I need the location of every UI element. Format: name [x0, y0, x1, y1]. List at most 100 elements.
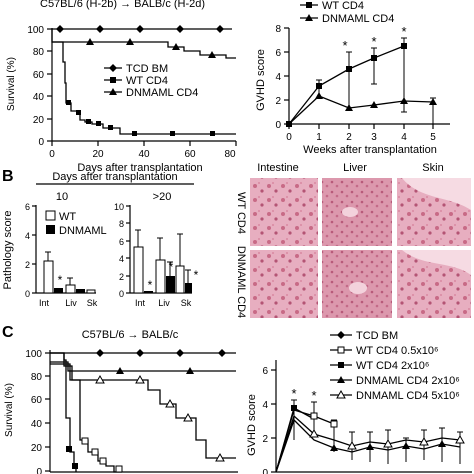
y-axis-label: Pathology score: [2, 211, 14, 290]
bar-wt-sk-d20: [175, 265, 185, 294]
marker-dnmaml-5e6: [95, 374, 105, 384]
marker-tcd-bm: [96, 349, 104, 357]
legend-marker-dnmaml-5e6: [336, 389, 346, 399]
category-label: Liv: [158, 298, 170, 308]
marker-wt-cd4: [108, 125, 113, 130]
marker-tcd-bm: [96, 25, 104, 33]
marker-dnmaml-cd4: [126, 38, 134, 45]
y-axis-label: Survival (%): [4, 383, 15, 437]
liver-vessel: [349, 282, 367, 294]
legend-marker-wt-cd4: [306, 2, 312, 8]
survival-chart-c: 0 20 40 60 80 100 Survival (%): [4, 349, 238, 474]
y-tick-label: 40: [33, 92, 45, 103]
y-tick-label: 80: [33, 47, 45, 58]
liver-vessel: [342, 207, 358, 217]
marker-dnmaml-cd4: [400, 97, 408, 104]
legend-survival-a: TCD BM WT CD4 DNMAML CD4: [104, 63, 198, 99]
marker-dnmaml-cd4: [208, 51, 216, 58]
marker-wt-cd4: [132, 131, 137, 136]
x-axis-label: Days after transplantation: [77, 162, 202, 174]
series-wt-cd4-markers: [66, 100, 215, 136]
marker-wt-cd4: [86, 119, 91, 124]
y-tick-label: 8: [119, 219, 124, 229]
hist-col-liver: Liver: [343, 162, 367, 174]
marker-wt-cd4: [401, 43, 407, 49]
group-label: 10: [56, 191, 68, 203]
x-tick-label: 60: [184, 149, 196, 160]
marker-dnmaml-2e6: [116, 367, 124, 374]
marker-wt-05e6: [91, 448, 99, 456]
y-tick-label: 4: [25, 231, 30, 241]
significance-star: *: [291, 386, 296, 401]
legend-c: TCD BM WT CD4 0.5x10⁶ WT CD4 2x10⁶ DNMAM…: [330, 330, 460, 402]
marker-wt-cd4: [96, 121, 101, 126]
marker-wt-cd4: [371, 55, 377, 61]
bar-dnmaml-sk-d20: [185, 283, 192, 293]
y-tick-label: 2: [275, 96, 281, 107]
error-bar: [167, 261, 173, 276]
error-bar: [67, 277, 73, 285]
legend-label: DNMAML CD4: [126, 87, 198, 99]
pathology-chart: Days after transplantation 10 >20 Pathol…: [2, 171, 199, 308]
marker-dnmaml-5e6: [183, 412, 193, 422]
y-tick-label: 6: [262, 366, 268, 377]
legend-label: TCD BM: [126, 63, 168, 75]
hist-col-intestine: Intestine: [257, 162, 299, 174]
panel-b-label: B: [2, 168, 14, 185]
marker-wt-05e6: [81, 437, 89, 445]
marker-wt-cd4: [66, 100, 71, 105]
marker-dnmaml-5e6: [135, 374, 145, 384]
y-tick-label: 2: [25, 260, 30, 270]
bar-wt-int-d20: [133, 246, 144, 294]
marker-dnmaml-cd4: [172, 43, 180, 50]
error-bar: [371, 47, 377, 85]
marker-dnmaml-2e6: [330, 444, 338, 451]
marker-wt-cd4: [286, 121, 292, 127]
legend-label: WT CD4 2x10⁶: [356, 360, 429, 372]
y-tick-label: 8: [275, 24, 281, 35]
hist-row-wt: WT CD4: [235, 192, 247, 234]
legend-label: DNMAML: [59, 225, 107, 237]
significance-star: *: [148, 278, 153, 292]
marker-wt-05e6: [310, 412, 318, 420]
legend-label: TCD BM: [356, 330, 398, 342]
bar-wt-sk-d10: [86, 289, 96, 294]
legend-label: WT CD4: [126, 75, 168, 87]
marker-wt-05e6: [115, 465, 123, 473]
y-tick-label: 0: [262, 468, 268, 474]
category-label: Int: [39, 298, 50, 308]
marker-dnmaml-5e6: [455, 434, 465, 444]
bar-wt-liv-d20: [155, 259, 166, 294]
marker-wt-05e6: [99, 457, 107, 465]
marker-wt-cd4: [170, 131, 175, 136]
marker-dnmaml-5e6: [347, 440, 357, 450]
marker-dnmaml-cd4: [315, 92, 323, 99]
series-dnmaml-5e6-line: [275, 414, 461, 473]
marker-wt-cd4: [316, 83, 322, 89]
y-tick-label: 60: [31, 395, 43, 406]
y-ticks: 0 20 40 60 80 100: [27, 25, 52, 148]
y-axis-label: GVHD score: [246, 394, 258, 456]
y-tick-label: 0: [275, 120, 281, 131]
marker-tcd-bm: [218, 349, 226, 357]
error-bar: [135, 229, 141, 247]
significance-star: *: [401, 24, 406, 39]
error-bar: [403, 437, 409, 462]
significance-star: *: [342, 38, 347, 53]
marker-tcd-bm: [56, 25, 64, 33]
error-bar: [346, 51, 352, 111]
micrograph-dnmaml-intestine: [250, 250, 318, 318]
marker-tcd-bm: [176, 349, 184, 357]
marker-dnmaml-2e6: [186, 367, 194, 374]
x-tick-label: 4: [401, 132, 407, 143]
y-tick-label: 4: [275, 72, 281, 83]
legend-swatch-wt: [45, 210, 56, 221]
gvhd-chart-c: 0 2 4 6 GVHD score: [246, 360, 472, 474]
y-tick-label: 100: [27, 25, 44, 36]
y-tick-label: 2: [262, 434, 268, 445]
marker-wt-cd4: [210, 131, 215, 136]
legend-marker-wt-cd4: [110, 77, 116, 83]
bar-dnmaml-int-d20: [144, 291, 153, 293]
legend-marker-tcd-bm: [109, 64, 117, 72]
